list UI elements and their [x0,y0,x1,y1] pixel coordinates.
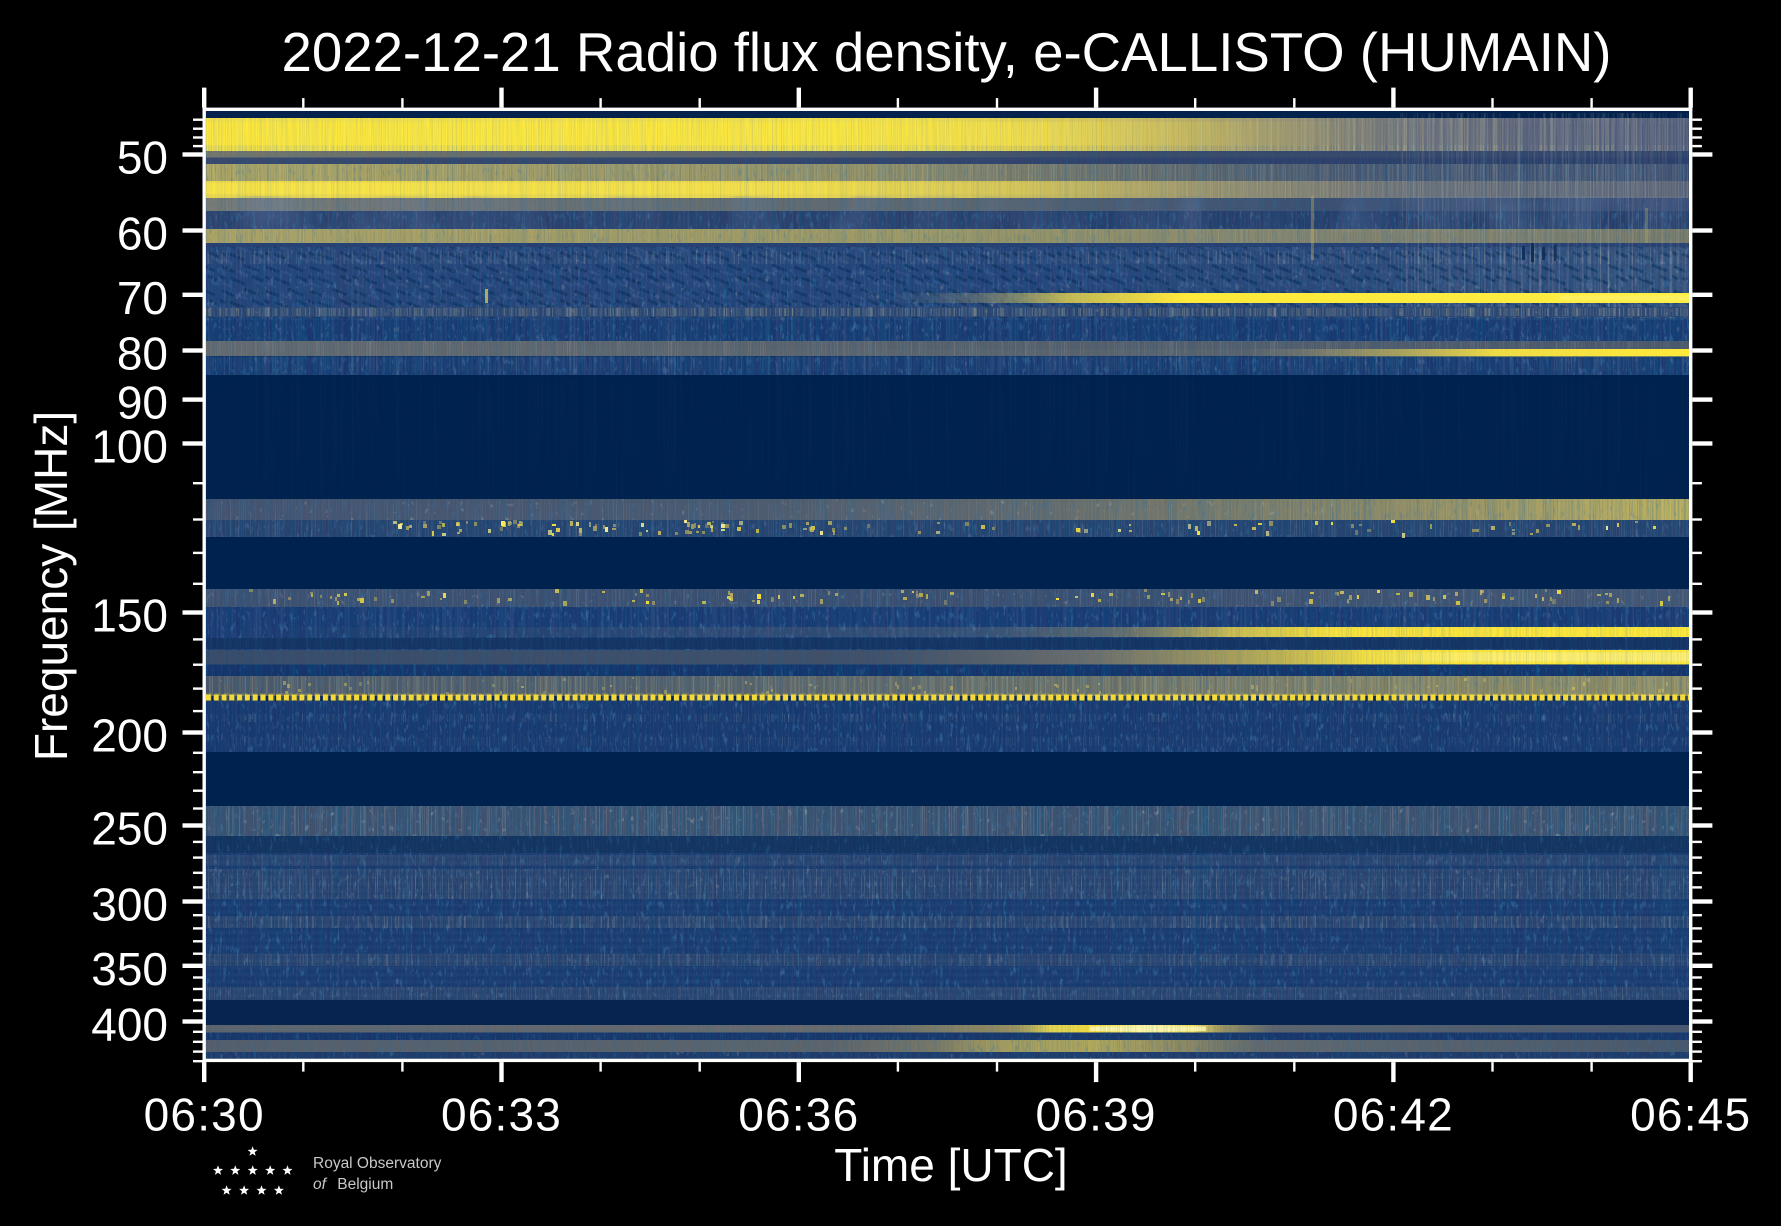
svg-text:250: 250 [91,803,168,855]
svg-text:100: 100 [91,420,168,472]
svg-text:06:39: 06:39 [1036,1089,1157,1141]
svg-text:60: 60 [117,208,168,260]
svg-text:80: 80 [117,327,168,379]
svg-text:Frequency [MHz]: Frequency [MHz] [25,411,77,761]
svg-text:70: 70 [117,272,168,324]
svg-text:350: 350 [91,943,168,995]
svg-text:06:45: 06:45 [1630,1089,1751,1141]
svg-text:06:33: 06:33 [441,1089,562,1141]
svg-text:2022-12-21 Radio flux density,: 2022-12-21 Radio flux density, e-CALLIST… [281,22,1611,83]
svg-text:06:42: 06:42 [1333,1089,1454,1141]
svg-text:Royal Observatory: Royal Observatory [313,1155,442,1172]
svg-text:150: 150 [91,590,168,642]
svg-text:50: 50 [117,132,168,184]
svg-text:Time [UTC]: Time [UTC] [834,1139,1067,1191]
svg-text:of Belgium: of Belgium [313,1176,393,1193]
svg-text:90: 90 [117,377,168,429]
svg-text:06:30: 06:30 [144,1089,265,1141]
svg-text:200: 200 [91,709,168,761]
svg-text:06:36: 06:36 [738,1089,859,1141]
svg-text:400: 400 [91,998,168,1050]
svg-text:300: 300 [91,879,168,931]
